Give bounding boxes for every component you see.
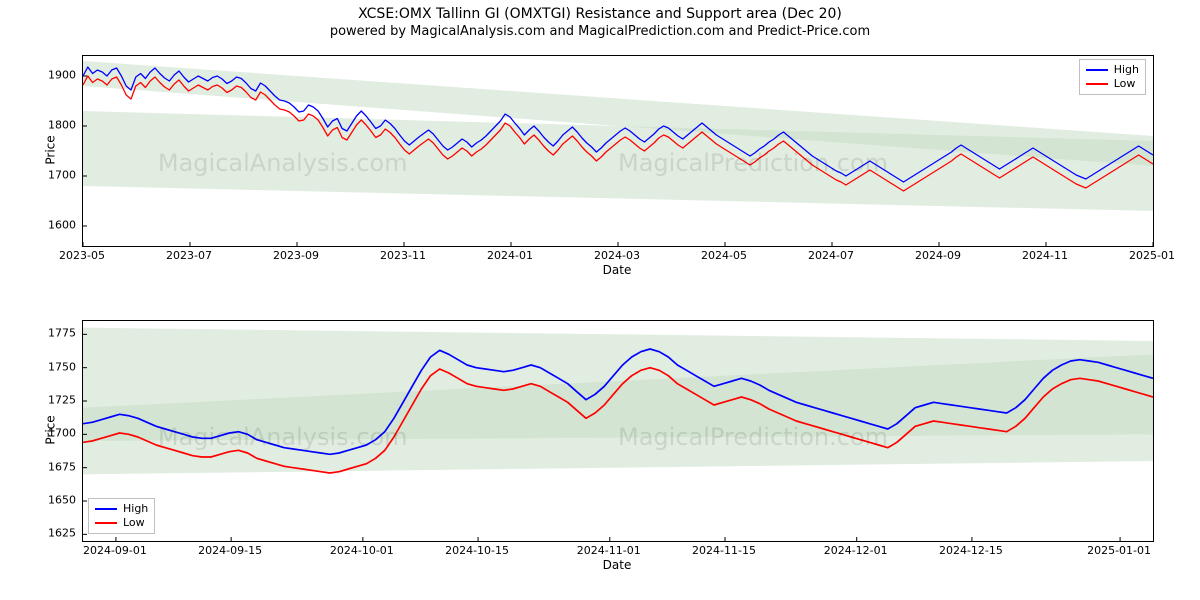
xtick: 2024-09-01: [83, 544, 147, 557]
legend-label: High: [1114, 63, 1139, 77]
ytick: 1900: [48, 69, 76, 82]
ytick: 1700: [48, 169, 76, 182]
xtick: 2024-09: [915, 249, 961, 262]
chart-subtitle: powered by MagicalAnalysis.com and Magic…: [0, 22, 1200, 41]
ytick: 1800: [48, 119, 76, 132]
legend-label: Low: [123, 516, 145, 530]
ytick: 1700: [48, 427, 76, 440]
legend-swatch: [95, 508, 117, 510]
ytick: 1775: [48, 327, 76, 340]
legend-label: High: [123, 502, 148, 516]
xtick: 2023-11: [380, 249, 426, 262]
xtick: 2024-09-15: [198, 544, 262, 557]
legend-item: High: [95, 502, 148, 516]
xtick: 2025-01: [1129, 249, 1175, 262]
chart-title: XCSE:OMX Tallinn GI (OMXTGI) Resistance …: [0, 0, 1200, 22]
ytick: 1725: [48, 394, 76, 407]
xtick: 2024-05: [701, 249, 747, 262]
xtick: 2023-09: [273, 249, 319, 262]
ytick: 1600: [48, 219, 76, 232]
plot-svg-bottom: [83, 321, 1153, 541]
legend-swatch: [1086, 83, 1108, 85]
xtick: 2024-01: [487, 249, 533, 262]
ytick: 1675: [48, 460, 76, 473]
legend-label: Low: [1114, 77, 1136, 91]
xtick: 2024-10-01: [330, 544, 394, 557]
xtick: 2024-11-15: [692, 544, 756, 557]
xtick: 2024-10-15: [445, 544, 509, 557]
legend-item: Low: [1086, 77, 1139, 91]
ytick: 1750: [48, 360, 76, 373]
xtick: 2024-12-01: [824, 544, 888, 557]
legend-bottom: HighLow: [88, 498, 155, 534]
legend-swatch: [1086, 69, 1108, 71]
legend-item: High: [1086, 63, 1139, 77]
xlabel-bottom: Date: [603, 558, 632, 572]
xtick: 2024-11-01: [577, 544, 641, 557]
xtick: 2024-12-15: [939, 544, 1003, 557]
price-chart-top: MagicalAnalysis.comMagicalPrediction.com…: [82, 55, 1152, 245]
price-chart-bottom: MagicalAnalysis.comMagicalPrediction.com…: [82, 320, 1152, 540]
ytick: 1625: [48, 527, 76, 540]
xtick: 2024-11: [1022, 249, 1068, 262]
xtick: 2023-07: [166, 249, 212, 262]
ytick: 1650: [48, 494, 76, 507]
legend-top: HighLow: [1079, 59, 1146, 95]
xtick: 2024-07: [808, 249, 854, 262]
plot-svg-top: [83, 56, 1153, 246]
ylabel-top: Price: [44, 135, 58, 164]
xtick: 2025-01-01: [1087, 544, 1151, 557]
legend-item: Low: [95, 516, 148, 530]
xlabel-top: Date: [603, 263, 632, 277]
plot-area-top: MagicalAnalysis.comMagicalPrediction.com: [82, 55, 1154, 247]
plot-area-bottom: MagicalAnalysis.comMagicalPrediction.com: [82, 320, 1154, 542]
xtick: 2024-03: [594, 249, 640, 262]
xtick: 2023-05: [59, 249, 105, 262]
legend-swatch: [95, 522, 117, 524]
